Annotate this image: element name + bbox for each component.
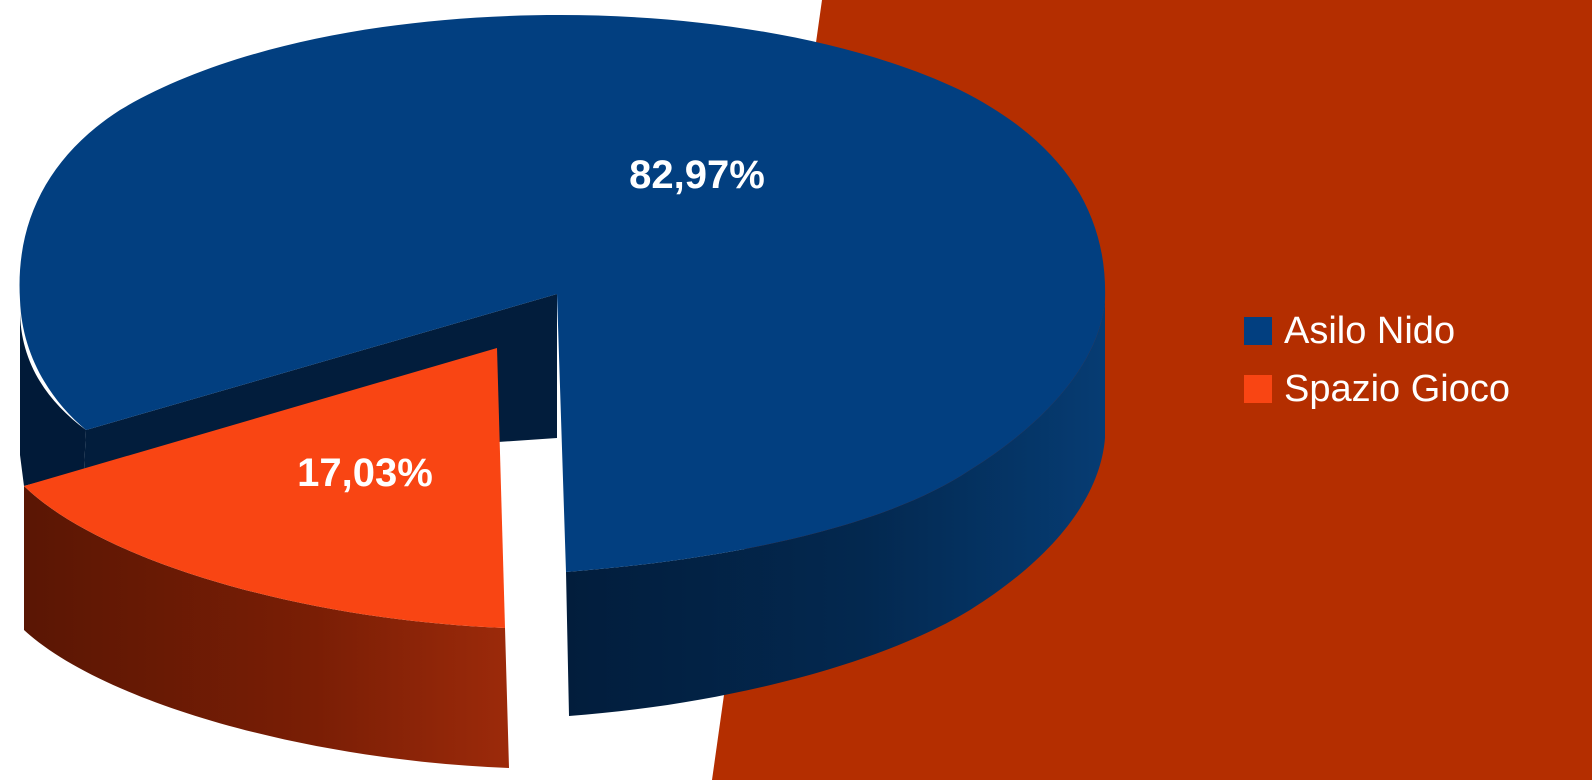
legend-item-asilo-nido[interactable]: Asilo Nido <box>1244 308 1510 354</box>
pie-slice-spazio-gioco[interactable] <box>24 348 509 768</box>
legend-swatch-asilo-nido <box>1244 317 1272 345</box>
legend-label-asilo-nido: Asilo Nido <box>1284 310 1456 352</box>
slice-side-spazio-gioco <box>24 486 509 768</box>
legend-label-spazio-gioco: Spazio Gioco <box>1284 368 1511 410</box>
data-label-spazio-gioco: 17,03% <box>297 451 433 495</box>
slice-top-spazio-gioco <box>24 348 505 628</box>
slice-side-asilo-nido <box>566 300 1105 716</box>
legend-swatch-spazio-gioco <box>1244 375 1272 403</box>
slice-top-asilo-nido <box>19 15 1106 572</box>
chart-legend: Asilo Nido Spazio Gioco <box>1244 308 1510 412</box>
data-label-asilo-nido: 82,97% <box>629 153 765 197</box>
legend-item-spazio-gioco[interactable]: Spazio Gioco <box>1244 366 1510 412</box>
slice-side-asilo-nido-left <box>20 310 86 486</box>
